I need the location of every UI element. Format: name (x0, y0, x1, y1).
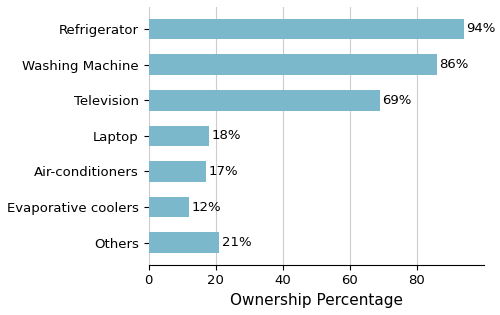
Bar (148, 197, 189, 217)
Text: 86%: 86% (440, 58, 469, 71)
Text: 12%: 12% (192, 201, 221, 214)
Text: 18%: 18% (212, 129, 241, 142)
Bar (148, 161, 206, 182)
Bar (148, 90, 380, 111)
X-axis label: Ownership Percentage: Ownership Percentage (230, 293, 402, 308)
Bar (148, 232, 219, 253)
Text: 69%: 69% (382, 94, 412, 107)
Text: 21%: 21% (222, 236, 252, 249)
Bar (148, 126, 209, 146)
Text: 94%: 94% (466, 22, 496, 36)
Bar (148, 54, 437, 75)
Text: 17%: 17% (208, 165, 238, 178)
Bar (148, 19, 464, 39)
